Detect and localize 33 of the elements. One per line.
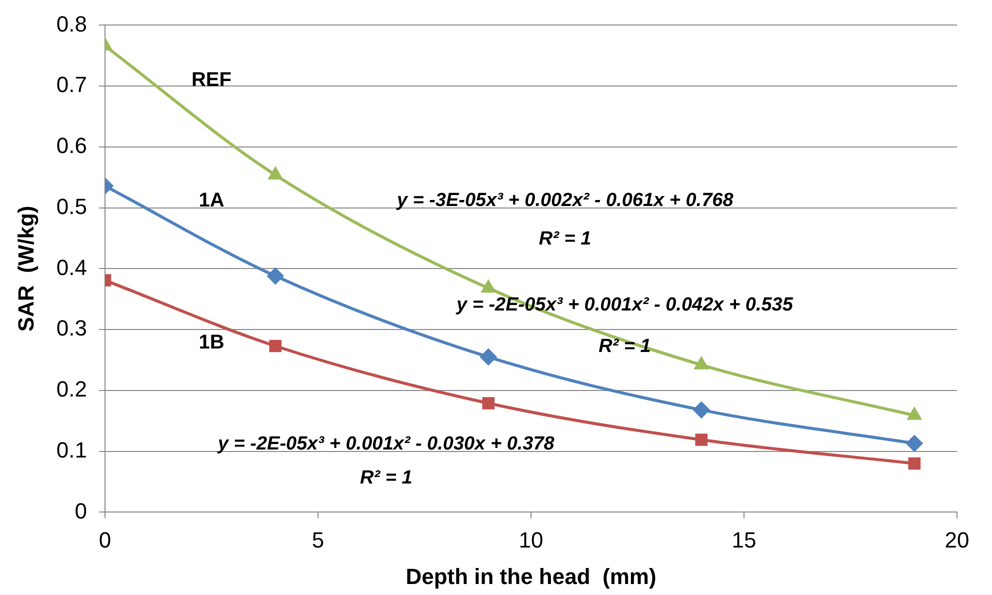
point [480,348,497,366]
point [908,457,921,470]
y-tick-label: 0.4 [56,254,87,280]
annotation: y = -3E-05x³ + 0.002x² - 0.061x + 0.768 [396,190,734,211]
annotation: R² = 1 [360,467,412,488]
x-axis-title: Depth in the head (mm) [406,564,656,589]
point [695,434,708,446]
y-tick-label: 0.3 [56,316,87,341]
y-tick-label: 0.8 [56,11,87,36]
point [906,434,923,452]
y-tick-label: 0.7 [56,72,87,98]
y-tick-label: 0.5 [56,194,87,219]
point [692,401,710,418]
point [268,166,283,180]
y-axis-title: SAR (W/kg) [13,206,38,332]
y-tick-label: 0 [74,498,87,524]
point [482,397,495,410]
point [269,340,282,352]
point [266,268,284,285]
y-tick-label: 0.2 [56,376,87,402]
x-tick-label: 10 [518,527,544,552]
y-tick-label: 0.6 [56,133,87,158]
series-label: 1A [198,189,224,212]
y-tick-label: 0.1 [56,437,87,462]
point [480,280,496,293]
series-label: REF [191,68,232,91]
x-tick-label: 20 [944,527,970,552]
series-label: 1B [198,332,224,354]
x-tick-label: 5 [312,527,324,552]
annotation: y = -2E-05x³ + 0.001x² - 0.030x + 0.378 [216,433,555,454]
x-tick-label: 0 [98,527,112,552]
x-tick-label: 15 [732,527,756,552]
annotation: R² = 1 [538,228,592,250]
